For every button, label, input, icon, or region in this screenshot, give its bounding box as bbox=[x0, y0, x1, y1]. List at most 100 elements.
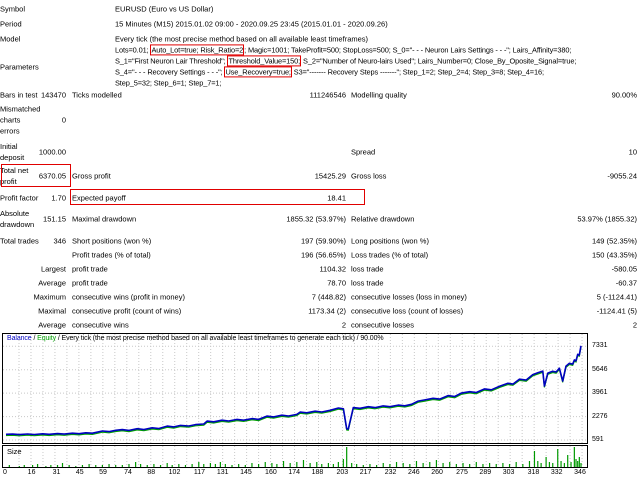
x-axis-tick: 260 bbox=[431, 469, 443, 476]
row-value: 197 (59.90%) bbox=[300, 236, 346, 246]
stat-row: Maximal consecutive profit (count of wins… bbox=[0, 304, 640, 318]
row-value: 143470 bbox=[40, 90, 66, 100]
row-value: 2 bbox=[632, 320, 637, 330]
stat-row: Largest profit trade 1104.32 loss trade -580… bbox=[0, 262, 640, 276]
row-label: Ticks modelled bbox=[72, 90, 122, 100]
x-axis-tick: 160 bbox=[265, 469, 277, 476]
trade-size-chart: Size bbox=[2, 445, 588, 468]
row-value: 1104.32 bbox=[319, 264, 346, 274]
row-value: 151.15 bbox=[43, 214, 66, 224]
row-value: Largest bbox=[40, 264, 66, 274]
legend-model-text: / Every tick (the most precise method ba… bbox=[56, 335, 384, 342]
row-value: 1855.32 (53.97%) bbox=[286, 214, 346, 224]
row-value: 0 bbox=[61, 115, 66, 125]
x-axis-tick: 117 bbox=[193, 469, 205, 476]
row-value: 150 (43.35%) bbox=[591, 250, 637, 260]
row-label: Short positions (won %) bbox=[72, 236, 152, 246]
parameters-row: Parameters Lots=0.01; Auto_Lot=true; Risk… bbox=[0, 43, 640, 89]
row-label: Absolute drawdown bbox=[0, 209, 35, 229]
chart-legend: Balance / Equity / Every tick (the most … bbox=[7, 335, 384, 342]
row-value: 149 (52.35%) bbox=[591, 236, 637, 246]
x-axis-tick: 275 bbox=[456, 469, 468, 476]
info-row: Model Every tick (the most precise method… bbox=[0, 32, 640, 46]
row-value: 78.70 bbox=[327, 278, 346, 288]
row-value: 1000.00 bbox=[38, 147, 66, 157]
row-label: Gross loss bbox=[351, 171, 387, 181]
x-axis-tick: 16 bbox=[27, 469, 36, 476]
stat-row: Maximum consecutive wins (profit in money… bbox=[0, 290, 640, 304]
parameters-line: S_1="First Neuron Lair Threshold"; Thres… bbox=[115, 55, 577, 67]
y-axis-tick: 591 bbox=[592, 436, 604, 443]
row-value: 346 bbox=[53, 236, 66, 246]
row-label: Period bbox=[0, 19, 22, 29]
row-value: Maximal bbox=[38, 306, 66, 316]
stat-row: Total trades 346 Short positions (won %) 19… bbox=[0, 234, 640, 248]
x-axis-tick: 174 bbox=[288, 469, 300, 476]
parameter-text: S_1="First Neuron Lair Threshold"; bbox=[115, 56, 228, 66]
parameter-text: Step_5=32; Step_6=1; Step_7=1; bbox=[115, 78, 222, 88]
stat-row: Absolute drawdown 151.15 Maximal drawdown 1… bbox=[0, 206, 640, 232]
row-label: Relative drawdown bbox=[351, 214, 415, 224]
y-axis-tick: 2276 bbox=[592, 412, 608, 420]
row-value: -1124.41 (5) bbox=[596, 306, 637, 316]
x-axis-tick: 59 bbox=[99, 469, 107, 476]
row-value: 1173.34 (2) bbox=[308, 306, 346, 316]
legend-balance-label: Balance bbox=[7, 335, 32, 342]
highlighted-parameter: Threshold_Value=150; bbox=[227, 55, 302, 67]
row-label: consecutive wins (profit in money) bbox=[72, 292, 185, 302]
parameters-text: Lots=0.01; Auto_Lot=true; Risk_Ratio=2; … bbox=[115, 43, 577, 89]
row-value: 18.41 bbox=[327, 193, 346, 202]
x-axis-tick: 203 bbox=[336, 469, 349, 476]
x-axis-tick: 45 bbox=[75, 469, 84, 476]
row-value: EURUSD (Euro vs US Dollar) bbox=[115, 4, 214, 14]
row-label: consecutive wins bbox=[72, 320, 129, 330]
parameters-line: Lots=0.01; Auto_Lot=true; Risk_Ratio=2; … bbox=[115, 43, 576, 55]
stat-row: Total net profit 6370.05 Gross profit 15425… bbox=[0, 164, 640, 188]
x-axis-tick: 74 bbox=[124, 469, 132, 476]
row-label: Modelling quality bbox=[351, 90, 407, 100]
x-axis-tick: 217 bbox=[359, 469, 372, 476]
row-value: 1.70 bbox=[51, 193, 66, 202]
row-label: Expected payoff bbox=[72, 193, 126, 202]
highlighted-parameter: Auto_Lot=true; Risk_Ratio=2 bbox=[150, 43, 245, 55]
x-axis-tick: 31 bbox=[52, 469, 61, 476]
row-value: 2 bbox=[341, 320, 346, 330]
stat-row: Average consecutive wins 2 consecutive loss… bbox=[0, 318, 640, 332]
info-row: Period 15 Minutes (M15) 2015.01.02 09:00 … bbox=[0, 17, 640, 31]
parameter-text: ; Magic=1001; TakeProfit=500; StopLoss=5… bbox=[244, 44, 572, 54]
row-label: Spread bbox=[351, 147, 376, 157]
y-axis-tick: 5646 bbox=[592, 365, 608, 373]
row-value: 111246546 bbox=[309, 90, 346, 100]
x-axis-tick: 88 bbox=[147, 469, 156, 476]
row-label: Symbol bbox=[0, 4, 26, 14]
x-axis-tick: 246 bbox=[407, 469, 420, 476]
stat-row: Profit factor 1.70 Expected payoff 18.41 bbox=[0, 189, 640, 205]
info-row: Symbol EURUSD (Euro vs US Dollar) bbox=[0, 2, 640, 16]
equity-line bbox=[5, 346, 582, 437]
stat-row: Profit trades (% of total) 196 (56.65%) Lo… bbox=[0, 248, 640, 262]
row-label: loss trade bbox=[351, 278, 384, 288]
x-axis-tick: 289 bbox=[479, 469, 492, 476]
row-label: Loss trades (% of total) bbox=[351, 250, 429, 260]
row-label: Parameters bbox=[0, 62, 39, 71]
stat-row: Bars in test 143470 Ticks modelled 11124654… bbox=[0, 88, 640, 102]
row-value: -9055.24 bbox=[607, 171, 637, 181]
x-axis-tick: 232 bbox=[384, 469, 397, 476]
row-label: consecutive losses (loss in money) bbox=[351, 292, 467, 302]
row-value: Average bbox=[38, 320, 66, 330]
row-value: 6370.05 bbox=[38, 171, 66, 181]
y-axis-tick: 3961 bbox=[592, 389, 608, 397]
highlight-box-expected-payoff bbox=[70, 189, 365, 205]
stat-row: Mismatched charts errors 0 bbox=[0, 102, 640, 138]
row-value: 5 (-1124.41) bbox=[596, 292, 637, 302]
x-axis-tick: 303 bbox=[502, 469, 515, 476]
balance-line bbox=[5, 345, 582, 436]
row-value: -60.37 bbox=[615, 278, 637, 288]
x-axis-tick: 0 bbox=[3, 469, 7, 476]
parameter-text: S_2="Number of Neuro-lairs Used"; Lairs_… bbox=[301, 56, 577, 66]
balance-chart-canvas bbox=[3, 334, 587, 443]
row-label: profit trade bbox=[72, 264, 108, 274]
row-label: Total trades bbox=[0, 236, 39, 246]
stat-row: Initial deposit 1000.00 Spread 10 bbox=[0, 140, 640, 164]
x-axis-tick: 346 bbox=[574, 469, 586, 476]
